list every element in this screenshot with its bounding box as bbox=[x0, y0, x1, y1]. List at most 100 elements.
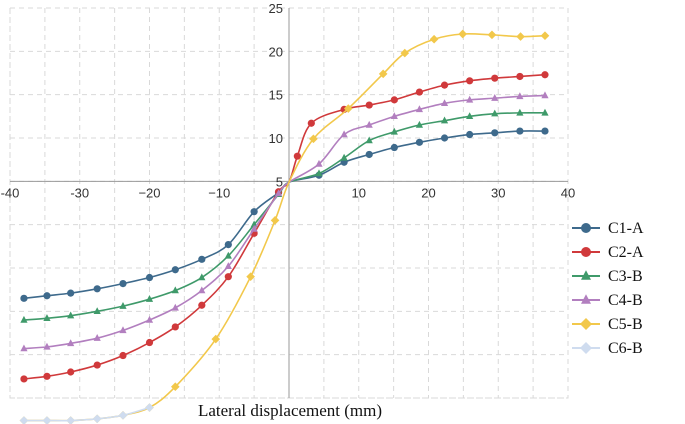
series-lines bbox=[19, 29, 550, 424]
data-point-c1-a bbox=[224, 241, 232, 249]
data-point-c3-b bbox=[340, 153, 348, 161]
data-point-c2-a bbox=[119, 351, 127, 360]
data-point-c2-a bbox=[20, 375, 28, 383]
data-point-c1-a bbox=[516, 127, 524, 135]
data-point-c3-b bbox=[43, 314, 51, 321]
data-point-c1-a bbox=[250, 208, 258, 216]
data-point-c1-a bbox=[541, 127, 549, 135]
legend-label-c2-a: C2-A bbox=[608, 244, 644, 261]
data-point-c4-b bbox=[365, 120, 373, 128]
x-tick-label: 30 bbox=[491, 185, 505, 200]
data-point-c4-b bbox=[390, 112, 398, 120]
data-point-c4-b bbox=[340, 130, 348, 138]
data-point-c2-a bbox=[440, 81, 449, 89]
data-point-c5-b bbox=[487, 30, 497, 40]
data-point-c2-a bbox=[43, 372, 51, 380]
data-point-c4-b bbox=[466, 95, 474, 103]
data-point-c1-a bbox=[145, 273, 154, 282]
data-point-c4-b bbox=[541, 91, 549, 99]
data-point-c3-b bbox=[145, 295, 154, 302]
legend-label-c3-b: C3-B bbox=[608, 268, 643, 285]
data-point-c1-a bbox=[390, 143, 398, 152]
data-point-c3-b bbox=[20, 315, 28, 323]
data-point-c4-b bbox=[43, 342, 51, 350]
legend-item-c1-a: C1-A bbox=[572, 220, 644, 237]
data-point-c5-b bbox=[400, 48, 410, 58]
data-point-c2-a bbox=[365, 101, 373, 109]
data-point-c4-b bbox=[93, 334, 101, 341]
data-point-c2-a bbox=[541, 71, 549, 79]
data-point-c5-b bbox=[343, 104, 353, 113]
series-line-c3-b bbox=[23, 112, 545, 321]
data-point-c6-b bbox=[145, 403, 154, 412]
x-tick-label: 20 bbox=[421, 185, 435, 200]
data-point-c2-a bbox=[145, 338, 154, 347]
data-point-c3-b bbox=[365, 136, 373, 144]
legend-label-c4-b: C4-B bbox=[608, 292, 643, 309]
data-point-c5-b bbox=[270, 216, 280, 225]
data-point-c2-a bbox=[293, 152, 301, 160]
data-point-c4-b bbox=[250, 224, 258, 232]
data-point-c1-a bbox=[491, 129, 499, 137]
data-point-c4-b bbox=[274, 189, 283, 197]
data-point-c1-a bbox=[365, 150, 373, 159]
data-point-c5-b bbox=[378, 69, 388, 79]
data-point-c3-b bbox=[224, 251, 232, 259]
data-point-c2-a bbox=[466, 77, 474, 85]
data-point-c3-b bbox=[541, 108, 549, 116]
legend-item-c5-b: C5-B bbox=[572, 316, 643, 333]
data-point-c4-b bbox=[198, 286, 206, 294]
data-point-c4-b bbox=[67, 339, 75, 347]
legend-item-c6-b: C6-B bbox=[572, 340, 643, 357]
data-point-c2-a bbox=[390, 96, 398, 104]
data-point-c4-b bbox=[20, 344, 28, 352]
x-tick-label: 10 bbox=[352, 185, 366, 200]
data-point-c4-b bbox=[224, 262, 232, 269]
data-point-c4-b bbox=[171, 303, 179, 311]
series-c6-b bbox=[19, 403, 154, 424]
series-line-c2-a bbox=[23, 73, 546, 380]
data-point-c3-b bbox=[516, 108, 524, 116]
data-point-c5-b bbox=[170, 382, 180, 392]
y-tick-label: 10 bbox=[269, 131, 283, 146]
data-point-c2-a bbox=[198, 301, 206, 309]
legend-marker-c5-b bbox=[580, 318, 592, 330]
data-point-c3-b bbox=[440, 116, 449, 124]
data-point-c2-a bbox=[491, 74, 499, 82]
data-point-c2-a bbox=[516, 72, 524, 81]
tick-labels: -40 -30 −20 −10 10 20 30 40 5 10 15 20 25 bbox=[1, 1, 576, 200]
data-point-c1-a bbox=[466, 130, 474, 139]
data-point-c3-b bbox=[93, 307, 101, 315]
data-point-c6-b bbox=[118, 411, 128, 420]
legend-item-c2-a: C2-A bbox=[572, 244, 644, 261]
data-point-c2-a bbox=[307, 119, 315, 127]
x-tick-label: −10 bbox=[208, 185, 230, 200]
series-line-c6-b bbox=[23, 406, 150, 422]
data-point-c1-a bbox=[43, 292, 51, 300]
data-point-c6-b bbox=[19, 416, 29, 424]
series-line-c5-b bbox=[23, 32, 546, 422]
x-axis-title: Lateral displacement (mm) bbox=[198, 401, 382, 420]
data-point-c5-b bbox=[516, 32, 525, 41]
data-point-c4-b bbox=[315, 159, 323, 167]
data-point-c1-a bbox=[198, 255, 206, 263]
data-point-c1-a bbox=[93, 285, 101, 293]
series-line-c1-a bbox=[23, 130, 545, 300]
data-point-c1-a bbox=[67, 289, 75, 297]
legend-item-c4-b: C4-B bbox=[572, 292, 643, 309]
y-tick-label: 15 bbox=[269, 88, 283, 103]
data-point-c3-b bbox=[198, 273, 206, 281]
data-point-c2-a bbox=[93, 361, 101, 369]
data-point-c4-b bbox=[491, 93, 499, 101]
data-point-c2-a bbox=[171, 323, 179, 331]
series-c1-a bbox=[20, 127, 549, 302]
legend-marker-c1-a bbox=[581, 223, 591, 233]
legend-label-c6-b: C6-B bbox=[608, 340, 643, 357]
data-point-c2-a bbox=[224, 273, 232, 281]
x-tick-label: -40 bbox=[1, 185, 20, 200]
y-tick-label: 5 bbox=[276, 174, 283, 189]
data-point-c4-b bbox=[145, 315, 154, 323]
x-tick-label: 40 bbox=[561, 185, 575, 200]
data-point-c3-b bbox=[390, 127, 398, 135]
